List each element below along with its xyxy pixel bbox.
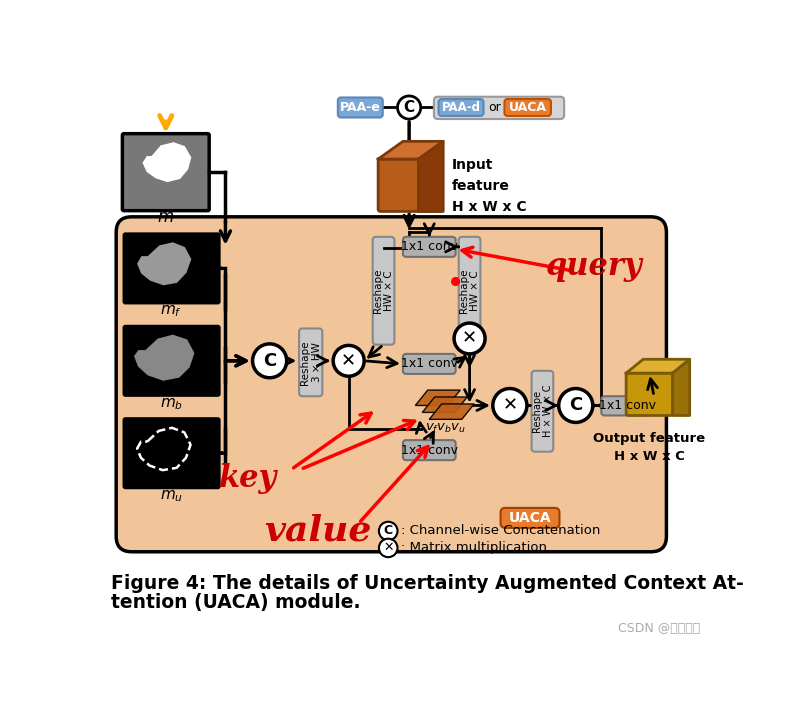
Text: : Matrix multiplication: : Matrix multiplication [401, 541, 547, 554]
Circle shape [253, 344, 287, 378]
Text: C: C [404, 100, 415, 115]
Circle shape [492, 389, 527, 422]
Text: $m$: $m$ [157, 208, 174, 226]
Text: C: C [384, 525, 393, 538]
Polygon shape [626, 359, 690, 373]
Polygon shape [416, 390, 460, 405]
FancyBboxPatch shape [439, 99, 484, 116]
FancyBboxPatch shape [626, 373, 672, 415]
Text: ✕: ✕ [462, 329, 477, 347]
Text: ✕: ✕ [502, 397, 518, 415]
Text: 1x1 conv: 1x1 conv [400, 241, 458, 253]
Circle shape [397, 96, 421, 119]
Text: or: or [488, 101, 500, 114]
FancyBboxPatch shape [124, 419, 219, 488]
Polygon shape [423, 397, 467, 412]
Text: value: value [264, 514, 371, 548]
Text: : Channel-wise Concatenation: : Channel-wise Concatenation [401, 525, 601, 538]
FancyBboxPatch shape [504, 99, 551, 116]
Text: CSDN @韩墨大人: CSDN @韩墨大人 [618, 622, 699, 635]
Text: 1x1 conv: 1x1 conv [400, 444, 458, 457]
Text: PAA-d: PAA-d [442, 101, 481, 114]
Circle shape [454, 323, 485, 354]
Text: Reshape
HW × C: Reshape HW × C [373, 268, 394, 313]
FancyBboxPatch shape [601, 396, 654, 415]
FancyBboxPatch shape [403, 354, 456, 374]
FancyBboxPatch shape [124, 233, 219, 303]
Text: C: C [569, 397, 582, 415]
FancyBboxPatch shape [373, 237, 394, 344]
FancyBboxPatch shape [403, 237, 456, 257]
Circle shape [379, 538, 397, 557]
Polygon shape [144, 143, 190, 181]
Text: $v_f v_b v_u$: $v_f v_b v_u$ [425, 422, 466, 435]
Polygon shape [672, 359, 690, 415]
Text: ✕: ✕ [341, 352, 356, 369]
FancyBboxPatch shape [434, 97, 564, 119]
Text: $m_f$: $m_f$ [160, 303, 182, 319]
Text: C: C [263, 352, 276, 369]
Text: Input
feature
H x W x C: Input feature H x W x C [452, 158, 527, 213]
FancyBboxPatch shape [117, 217, 666, 552]
Text: ✕: ✕ [383, 541, 393, 554]
Text: Figure 4: The details of Uncertainty Augmented Context At-: Figure 4: The details of Uncertainty Aug… [111, 574, 744, 593]
Polygon shape [378, 141, 443, 159]
Text: tention (UACA) module.: tention (UACA) module. [111, 594, 360, 612]
Polygon shape [138, 243, 190, 284]
FancyBboxPatch shape [500, 508, 560, 528]
Text: $m_b$: $m_b$ [159, 396, 182, 412]
Text: UACA: UACA [508, 101, 546, 114]
FancyBboxPatch shape [122, 134, 209, 211]
Text: key: key [219, 463, 277, 494]
FancyBboxPatch shape [338, 97, 383, 117]
Text: Reshape
HW × C: Reshape HW × C [459, 268, 481, 313]
Polygon shape [135, 335, 193, 380]
Text: 1x1 conv: 1x1 conv [400, 357, 458, 370]
Text: query: query [546, 251, 642, 282]
Text: UACA: UACA [509, 511, 551, 525]
FancyBboxPatch shape [299, 329, 322, 396]
FancyBboxPatch shape [378, 159, 442, 211]
Circle shape [379, 522, 397, 540]
FancyBboxPatch shape [403, 440, 456, 460]
FancyBboxPatch shape [124, 326, 219, 395]
Text: $m_u$: $m_u$ [159, 488, 182, 504]
FancyBboxPatch shape [531, 371, 554, 452]
Text: PAA-e: PAA-e [340, 101, 381, 114]
Text: Reshape
3 × HW: Reshape 3 × HW [300, 340, 321, 384]
FancyBboxPatch shape [458, 237, 481, 344]
Circle shape [333, 345, 364, 376]
Text: Reshape
H × W × C: Reshape H × W × C [531, 384, 554, 437]
Circle shape [452, 278, 459, 286]
Text: Output feature
H x W x C: Output feature H x W x C [593, 432, 706, 463]
Text: 1x1 conv: 1x1 conv [600, 399, 656, 412]
Polygon shape [429, 404, 474, 420]
Circle shape [559, 389, 593, 422]
Polygon shape [419, 141, 443, 211]
